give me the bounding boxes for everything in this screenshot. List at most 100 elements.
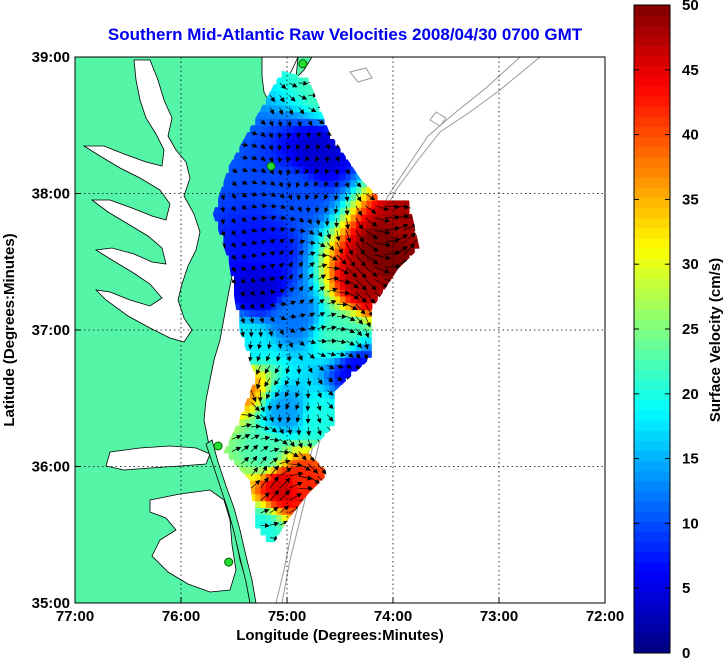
velocity-cell [265, 261, 272, 270]
colorbar-segment [634, 501, 670, 512]
velocity-cell [345, 336, 352, 345]
velocity-vector [393, 234, 409, 243]
velocity-cell [281, 132, 288, 140]
velocity-cell [265, 323, 272, 331]
velocity-cell [340, 254, 346, 263]
velocity-cell [355, 268, 362, 276]
velocity-vector [355, 364, 361, 370]
velocity-cell [393, 248, 399, 256]
velocity-cell [271, 220, 277, 229]
velocity-vector [260, 227, 267, 233]
velocity-cell [255, 364, 262, 372]
velocity-cell [265, 91, 272, 99]
velocity-vector [250, 414, 262, 420]
velocity-vector [365, 254, 379, 265]
y-tick-label: 35:00 [32, 595, 70, 612]
velocity-cell [234, 193, 240, 201]
colorbar-segment [634, 167, 670, 178]
velocity-vector [240, 291, 246, 297]
albemarle-sound [105, 445, 211, 471]
velocity-cell [287, 480, 293, 488]
velocity-cell [313, 159, 320, 167]
velocity-cell [223, 179, 230, 188]
velocity-cell [276, 486, 283, 495]
velocity-vector [384, 204, 400, 210]
velocity-cell [239, 186, 246, 195]
velocity-vector [241, 412, 254, 418]
velocity-cell [281, 152, 288, 160]
velocity-vector [336, 376, 344, 381]
velocity-vector [250, 240, 258, 246]
velocity-cell [329, 227, 336, 236]
velocity-vector [327, 414, 334, 422]
velocity-cell [297, 418, 304, 427]
velocity-cell [297, 473, 304, 481]
velocity-cell [255, 418, 262, 427]
velocity-cell [292, 309, 299, 317]
velocity-cell [387, 234, 394, 242]
velocity-cell [276, 268, 283, 276]
velocity-vector [307, 463, 319, 474]
velocity-vector [317, 325, 327, 331]
velocity-cell [414, 241, 420, 249]
velocity-cell [287, 220, 293, 229]
velocity-cell [223, 446, 230, 454]
velocity-cell [297, 398, 304, 406]
velocity-cell [255, 452, 262, 461]
velocity-cell [276, 227, 283, 236]
velocity-cell [287, 207, 293, 215]
velocity-vector [288, 328, 296, 333]
velocity-cell [260, 323, 267, 331]
velocity-cell [297, 179, 304, 188]
velocity-cell [244, 446, 251, 454]
velocity-cell [239, 145, 246, 154]
velocity-cell [292, 200, 299, 208]
colorbar-segment [634, 379, 670, 391]
colorbar-segment [634, 359, 670, 371]
velocity-cell [318, 289, 325, 297]
velocity-vector [317, 230, 323, 238]
velocity-cell [239, 261, 246, 270]
velocity-vector [334, 181, 340, 188]
velocity-cell [297, 466, 304, 474]
velocity-vector [374, 205, 390, 211]
velocity-cell [255, 241, 262, 249]
velocity-cell [234, 248, 240, 256]
velocity-cell [313, 330, 320, 338]
velocity-cell [318, 227, 325, 236]
velocity-cell [271, 459, 277, 468]
colorbar-tick-label: 5 [682, 580, 690, 597]
colorbar-tick-label: 30 [682, 256, 699, 273]
velocity-cell [255, 500, 262, 509]
velocity-cell [308, 97, 315, 106]
velocity-cell [334, 336, 341, 345]
velocity-cell [345, 370, 352, 379]
velocity-vector [250, 203, 258, 209]
velocity-vector [286, 132, 292, 139]
velocity-cell [255, 159, 262, 167]
velocity-vector [250, 179, 258, 185]
velocity-cell [249, 173, 256, 181]
velocity-cell [255, 473, 262, 481]
velocity-vector [250, 455, 258, 465]
velocity-cell [355, 241, 362, 249]
velocity-cell [382, 241, 389, 249]
velocity-cell [313, 418, 320, 427]
velocity-cell [239, 282, 246, 290]
velocity-cell [292, 166, 299, 174]
velocity-cell [387, 248, 394, 256]
velocity-cell [308, 84, 315, 92]
velocity-cell [287, 323, 293, 331]
velocity-cell [398, 200, 405, 208]
velocity-cell [265, 200, 272, 208]
velocity-cell [276, 480, 283, 488]
velocity-vector [364, 328, 370, 339]
velocity-vector [241, 445, 250, 452]
velocity-cell [297, 166, 304, 174]
velocity-cell [292, 330, 299, 338]
radar-site-marker [224, 557, 234, 567]
velocity-cell [276, 439, 283, 447]
velocity-vector [288, 94, 296, 102]
velocity-cell [265, 534, 272, 543]
velocity-vector [308, 229, 315, 235]
